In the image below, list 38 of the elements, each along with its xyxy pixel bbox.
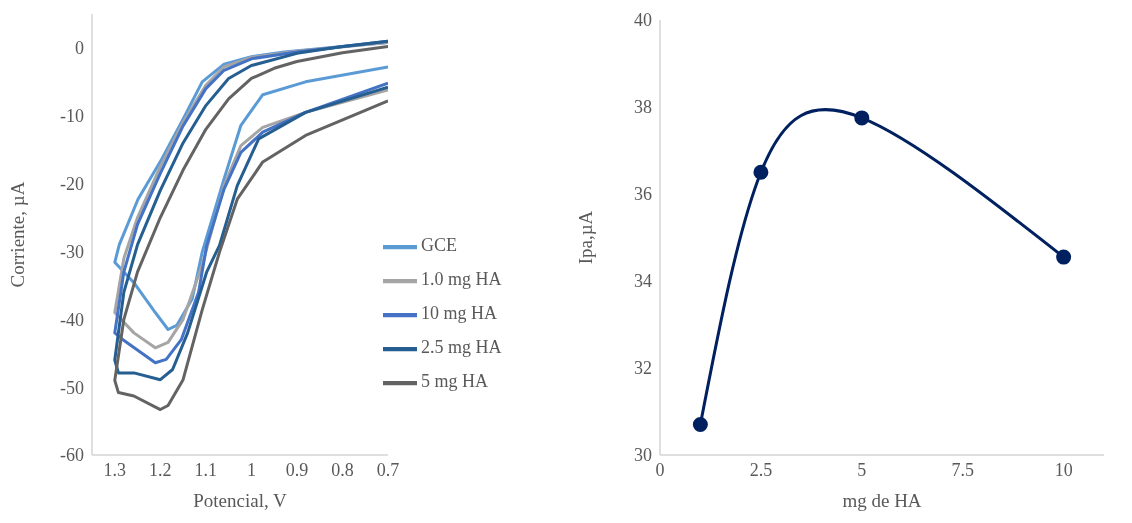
- y-tick-label: 40: [634, 10, 652, 31]
- legend-label: 10 mg HA: [421, 303, 497, 324]
- x-axis-title: Potencial, V: [193, 490, 288, 511]
- x-tick-label: 0.8: [331, 459, 354, 480]
- x-tick-label: 1.2: [149, 459, 172, 480]
- y-tick-label: 32: [634, 358, 652, 379]
- legend-label: 5 mg HA: [421, 371, 488, 392]
- y-tick-label: 38: [634, 97, 652, 118]
- x-tick-label: 0: [655, 459, 665, 480]
- y-tick-label: -50: [60, 377, 84, 398]
- y-tick-label: 30: [634, 445, 652, 466]
- x-tick-label: 2.5: [749, 459, 773, 480]
- point: [854, 110, 870, 126]
- x-tick-label: 0.9: [285, 459, 309, 480]
- x-tick-label: 7.5: [951, 459, 974, 480]
- point: [753, 164, 769, 180]
- y-tick-label: -40: [60, 309, 84, 330]
- y-tick-label: -30: [60, 241, 84, 262]
- point: [692, 417, 708, 433]
- x-axis-title: mg de HA: [842, 490, 922, 511]
- legend-label: 1.0 mg HA: [421, 269, 502, 290]
- y-tick-label: 34: [634, 271, 652, 292]
- y-axis-title: Corriente, µA: [6, 181, 28, 288]
- y-tick-label: -10: [60, 106, 84, 127]
- x-tick-label: 0.7: [376, 459, 400, 480]
- y-tick-label: -60: [60, 445, 84, 466]
- legend-label: GCE: [421, 235, 457, 256]
- y-tick-label: -20: [60, 174, 84, 195]
- y-tick-label: 36: [634, 184, 652, 205]
- legend-label: 2.5 mg HA: [421, 337, 502, 358]
- point: [1056, 249, 1072, 265]
- x-tick-label: 5: [857, 459, 867, 480]
- y-axis-title: Ipa,µA: [574, 210, 596, 265]
- x-tick-label: 1.3: [103, 459, 127, 480]
- y-tick-label: 0: [75, 38, 84, 59]
- x-tick-label: 10: [1054, 459, 1073, 480]
- x-tick-label: 1: [246, 459, 256, 480]
- x-tick-label: 1.1: [194, 459, 218, 480]
